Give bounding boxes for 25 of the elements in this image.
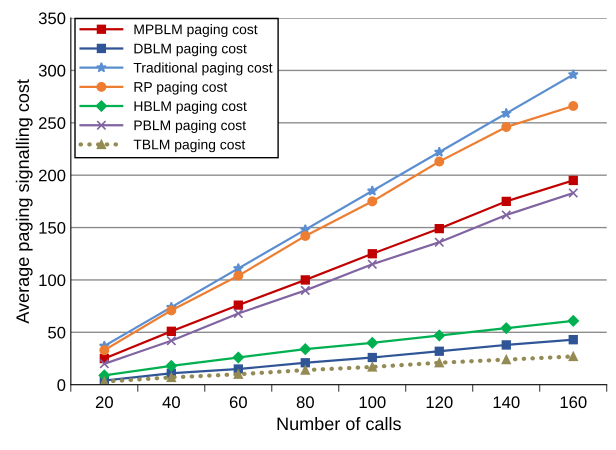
- legend-label: Traditional paging cost: [134, 62, 272, 76]
- x-tick-label: 140: [494, 396, 520, 408]
- legend-label: MPBLM paging cost: [134, 24, 258, 37]
- y-tick-label: 200: [39, 170, 66, 182]
- legend-label: DBLM paging cost: [134, 43, 247, 56]
- y-tick-label: 150: [39, 222, 66, 234]
- y-tick-label: 0: [57, 379, 66, 391]
- x-tick-label: 40: [162, 396, 180, 408]
- legend-label: HBLM paging cost: [134, 100, 247, 114]
- legend-label: RP paging cost: [134, 82, 228, 95]
- x-tick-label: 60: [230, 396, 247, 408]
- x-tick-label: 20: [96, 396, 113, 408]
- y-tick-label: 350: [38, 12, 66, 24]
- y-tick-label: 100: [39, 274, 66, 286]
- x-tick-label: 100: [360, 396, 386, 408]
- y-tick-label: 50: [48, 326, 66, 339]
- x-tick-label: 160: [560, 396, 587, 408]
- legend-label: TBLM paging cost: [134, 139, 246, 152]
- x-tick-label: 120: [426, 396, 453, 408]
- x-axis-title: Number of calls: [278, 416, 401, 430]
- y-axis-title: Average paging signalling cost: [16, 79, 33, 324]
- x-tick-label: 80: [296, 396, 314, 408]
- legend-label: PBLM paging cost: [134, 120, 246, 133]
- y-tick-label: 300: [38, 64, 66, 77]
- y-tick-label: 250: [39, 117, 66, 129]
